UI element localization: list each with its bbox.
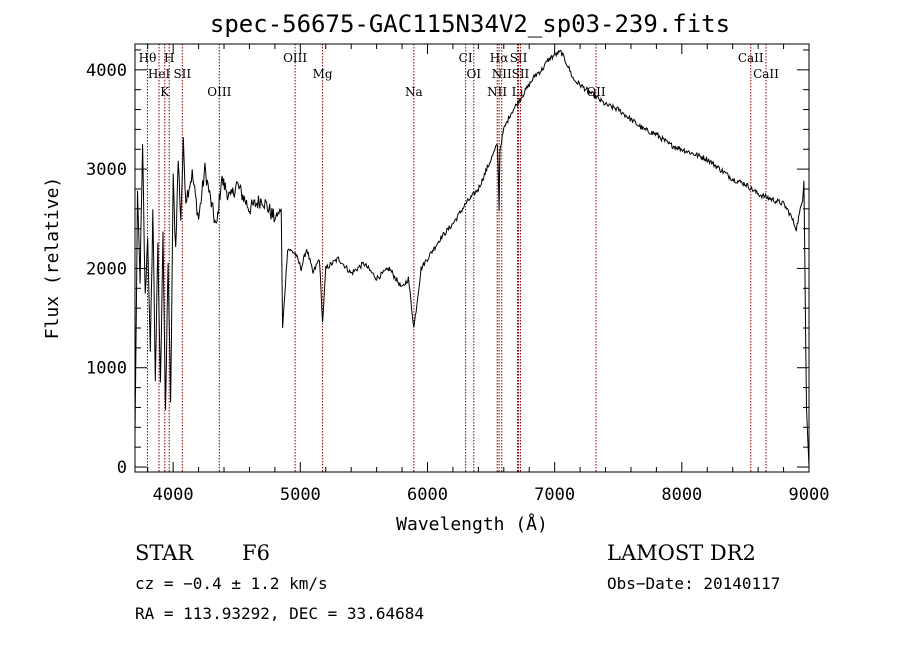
chart-title: spec-56675-GAC115N34V2_sp03-239.fits bbox=[210, 10, 730, 38]
line-marker-label: CaII bbox=[738, 51, 764, 65]
line-marker-label: Na bbox=[405, 85, 423, 99]
spectrum-series bbox=[134, 49, 810, 468]
y-tick-label: 3000 bbox=[86, 160, 127, 180]
object-subclass: F6 bbox=[242, 541, 270, 565]
x-tick-label: 8000 bbox=[661, 485, 702, 505]
y-axis-ticks: 0 1000 2000 3000 4000 bbox=[86, 49, 809, 478]
line-marker-label: SII bbox=[512, 67, 530, 81]
redshift-text: cz = −0.4 ± 1.2 km/s bbox=[135, 574, 328, 593]
line-marker-label: OII bbox=[586, 85, 606, 99]
object-class: STAR bbox=[135, 541, 194, 565]
y-tick-label: 0 bbox=[117, 458, 127, 478]
x-tick-label: 6000 bbox=[407, 485, 448, 505]
line-marker-label: NII bbox=[487, 85, 507, 99]
line-markers: HθHeIKHSIIOIIIOIIIMgNaCIOINIIHαNIILiSIIS… bbox=[139, 44, 779, 472]
line-marker-label: OI bbox=[466, 67, 481, 81]
y-axis-label: Flux (relative) bbox=[42, 177, 63, 340]
x-tick-label: 7000 bbox=[534, 485, 575, 505]
line-marker-label: NII bbox=[492, 67, 512, 81]
coordinates-text: RA = 113.93292, DEC = 33.64684 bbox=[135, 604, 424, 623]
line-marker-label: CaII bbox=[753, 67, 779, 81]
line-marker-label: OIII bbox=[207, 85, 231, 99]
x-axis-ticks: 4000 5000 6000 7000 8000 9000 bbox=[147, 44, 830, 505]
line-marker-label: Mg bbox=[313, 67, 333, 81]
line-marker-label: Hθ bbox=[139, 51, 157, 65]
line-marker-label: HeI bbox=[148, 67, 171, 81]
y-tick-label: 4000 bbox=[86, 61, 127, 81]
x-axis-label: Wavelength (Å) bbox=[396, 513, 548, 535]
line-marker-label: SII bbox=[510, 51, 528, 65]
line-marker-label: K bbox=[160, 85, 170, 99]
line-marker-label: H bbox=[164, 51, 174, 65]
plot-frame bbox=[134, 43, 810, 473]
y-tick-label: 1000 bbox=[86, 359, 127, 379]
x-tick-label: 5000 bbox=[280, 485, 321, 505]
spectrum-line bbox=[134, 49, 810, 468]
line-marker-label: Li bbox=[512, 85, 524, 99]
x-tick-label: 4000 bbox=[153, 485, 194, 505]
line-marker-label: CI bbox=[459, 51, 473, 65]
x-tick-label: 9000 bbox=[789, 485, 830, 505]
y-tick-label: 2000 bbox=[86, 259, 127, 279]
survey-name: LAMOST DR2 bbox=[607, 541, 756, 565]
observation-date: Obs−Date: 20140117 bbox=[607, 574, 780, 593]
line-marker-label: SII bbox=[173, 67, 191, 81]
line-marker-label: Hα bbox=[490, 51, 509, 65]
line-marker-label: OIII bbox=[283, 51, 307, 65]
